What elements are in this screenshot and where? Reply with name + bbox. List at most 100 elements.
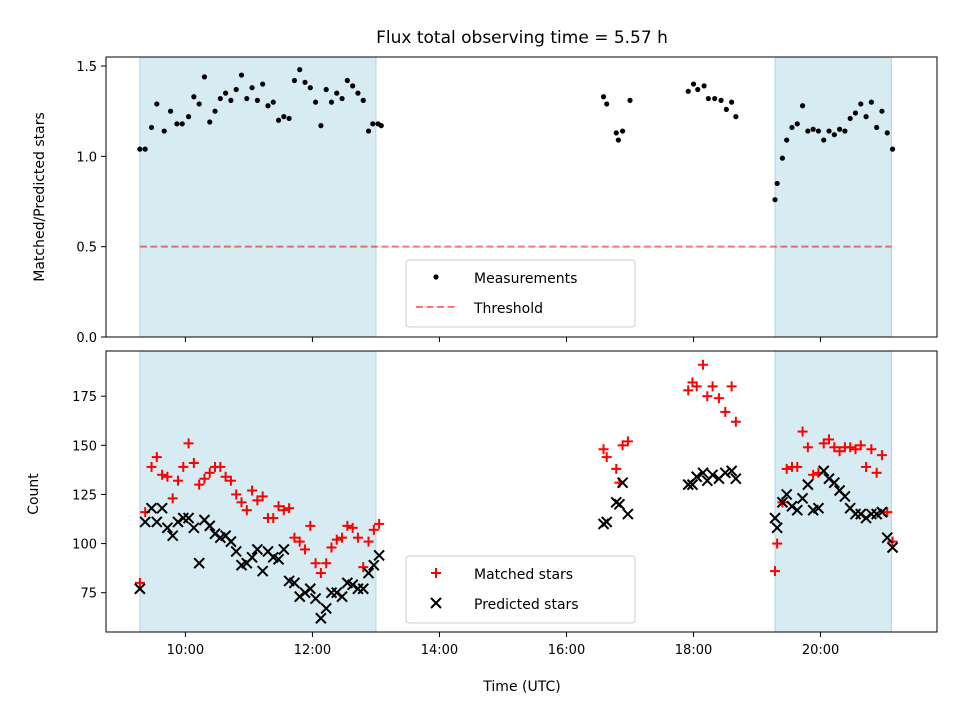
cross-b xyxy=(622,508,634,520)
observing-window-top-1 xyxy=(139,56,377,338)
measurement-point xyxy=(179,121,185,127)
bottom-axes-frame xyxy=(105,350,938,633)
matched-star-point xyxy=(866,444,877,455)
measurement-point xyxy=(148,124,155,131)
predicted-star-point xyxy=(204,520,216,532)
top-y-tick-label: 0.5 xyxy=(76,241,97,256)
matched-star-point xyxy=(352,532,363,543)
measurement-point xyxy=(344,77,350,84)
measurement-point xyxy=(334,90,340,96)
measurement-point xyxy=(613,130,619,136)
measurement-point xyxy=(847,115,853,122)
measurement-point xyxy=(297,67,303,73)
predicted-star-point xyxy=(320,602,332,615)
predicted-star-point xyxy=(613,498,626,510)
measurement-point xyxy=(217,95,223,102)
measurement-point xyxy=(291,77,298,84)
matched-star-point xyxy=(818,438,829,449)
cross-b xyxy=(251,543,264,556)
cross-b xyxy=(357,583,369,595)
cross-b xyxy=(812,502,825,514)
observing-window-top-2 xyxy=(774,56,892,338)
measurement-point xyxy=(249,85,255,91)
matched-star-point xyxy=(861,461,872,472)
matched-star-point xyxy=(781,463,792,474)
matched-star-point xyxy=(162,471,173,482)
measurement-point xyxy=(889,146,896,152)
top-y-axis-label: Matched/Predicted stars xyxy=(32,112,48,282)
cross-b xyxy=(776,496,789,509)
matched-star-point xyxy=(882,507,893,518)
measurement-point xyxy=(350,83,356,89)
top-legend xyxy=(405,259,636,328)
measurement-point xyxy=(842,128,848,134)
cross-b xyxy=(341,577,354,589)
matched-star-point xyxy=(331,534,342,545)
measurement-point xyxy=(370,121,376,127)
cross-b xyxy=(690,471,703,483)
predicted-star-point xyxy=(771,522,783,534)
matched-star-point xyxy=(720,406,731,417)
cross-b xyxy=(267,551,279,564)
matched-star-point xyxy=(622,436,633,447)
measurement-point xyxy=(772,197,778,203)
matched-star-point xyxy=(342,520,353,531)
matched-star-point xyxy=(691,381,702,392)
matched-star-point xyxy=(204,467,215,478)
legend-matched-marker xyxy=(431,568,441,578)
matched-star-point xyxy=(770,566,781,577)
matched-star-point xyxy=(167,493,178,504)
matched-star-point xyxy=(294,536,305,547)
predicted-star-point xyxy=(686,478,699,491)
cross-b xyxy=(839,490,851,503)
cross-b xyxy=(272,553,285,566)
matched-star-point xyxy=(241,505,252,516)
matched-star-point xyxy=(321,558,332,569)
predicted-star-point xyxy=(368,559,380,571)
cross-b xyxy=(725,465,738,477)
matched-star-point xyxy=(225,475,236,486)
predicted-star-point xyxy=(839,490,851,503)
cross-b xyxy=(166,530,179,542)
cross-b xyxy=(362,567,375,579)
measurement-point xyxy=(355,90,361,96)
bottom-y-tick-label: 175 xyxy=(72,390,97,405)
predicted-star-point xyxy=(719,467,731,479)
measurement-point xyxy=(201,74,208,80)
measurement-point xyxy=(270,99,276,105)
matched-star-point xyxy=(730,416,741,427)
measurement-point xyxy=(223,90,229,96)
measurement-point xyxy=(701,83,707,89)
observing-window-bottom-2 xyxy=(774,350,892,633)
predicted-star-point xyxy=(151,516,163,528)
measurement-point xyxy=(196,101,202,107)
matched-star-point xyxy=(236,497,247,508)
cross-b xyxy=(769,512,781,524)
measurement-point xyxy=(810,126,816,132)
measurement-point xyxy=(774,180,780,187)
bottom-y-tick-label: 100 xyxy=(72,538,97,553)
measurement-point xyxy=(627,97,633,103)
measurement-point xyxy=(619,128,626,134)
measurement-point xyxy=(339,95,345,102)
measurement-point xyxy=(191,94,197,100)
cross-b xyxy=(844,502,856,514)
predicted-star-point xyxy=(796,492,809,505)
cross-b xyxy=(336,590,348,603)
predicted-star-point xyxy=(362,567,375,579)
legend-threshold-label: Threshold xyxy=(473,301,543,317)
predicted-star-point xyxy=(828,476,841,489)
matched-star-point xyxy=(713,393,724,404)
measurement-point xyxy=(286,115,292,122)
cross-b xyxy=(134,583,146,595)
predicted-star-point xyxy=(802,478,814,491)
cross-b xyxy=(686,478,699,491)
cross-b xyxy=(616,476,629,489)
cross-b xyxy=(373,549,385,562)
x-tick-label: 10:00 xyxy=(167,643,204,658)
matched-star-point xyxy=(300,544,311,555)
predicted-star-point xyxy=(272,553,285,566)
matched-star-point xyxy=(855,440,866,451)
cross-b xyxy=(886,541,899,554)
